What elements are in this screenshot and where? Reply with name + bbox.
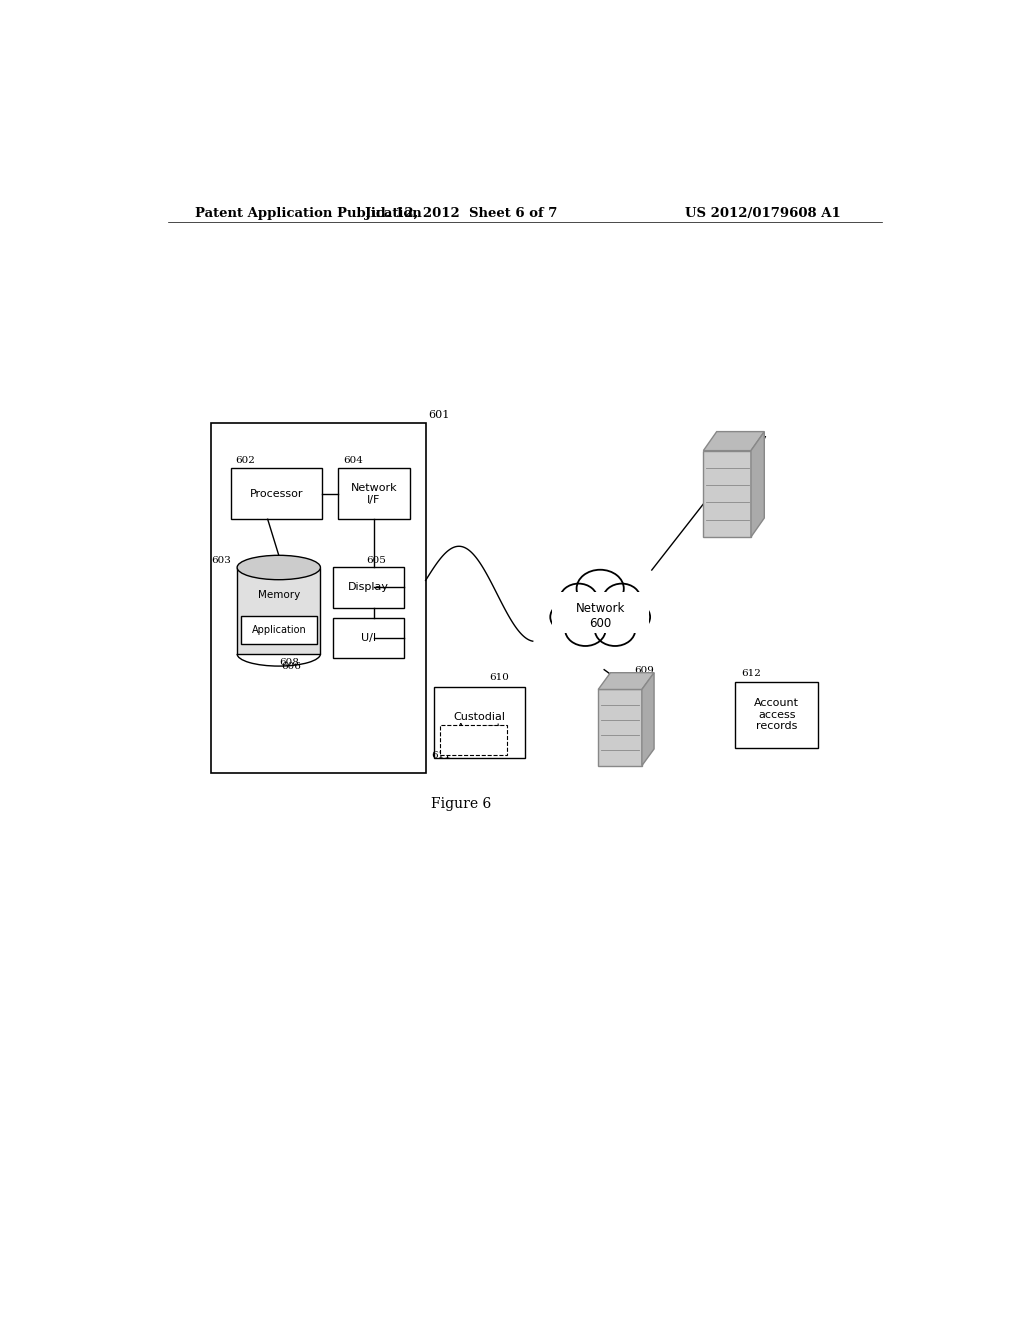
Text: 609: 609: [634, 665, 654, 675]
Text: Custodial
Account: Custodial Account: [454, 711, 505, 734]
Text: Network
I/F: Network I/F: [350, 483, 397, 504]
Text: 611: 611: [431, 751, 451, 760]
Text: Figure 6: Figure 6: [431, 797, 492, 810]
Text: 612: 612: [741, 669, 761, 677]
Text: U/I: U/I: [360, 634, 376, 643]
Text: 606: 606: [282, 661, 301, 671]
Text: Jul. 12, 2012  Sheet 6 of 7: Jul. 12, 2012 Sheet 6 of 7: [366, 207, 557, 220]
Text: Processor: Processor: [250, 488, 303, 499]
Bar: [333, 618, 404, 659]
Ellipse shape: [550, 602, 586, 631]
Bar: [211, 422, 426, 774]
Text: 605: 605: [367, 556, 386, 565]
Polygon shape: [703, 432, 764, 450]
Ellipse shape: [595, 614, 635, 645]
Ellipse shape: [577, 570, 624, 607]
Bar: [338, 469, 410, 519]
Text: 603: 603: [211, 556, 231, 565]
Ellipse shape: [615, 602, 650, 631]
Text: 604: 604: [343, 457, 362, 466]
Polygon shape: [598, 689, 642, 766]
Ellipse shape: [238, 556, 321, 579]
Text: Patent Application Publication: Patent Application Publication: [196, 207, 422, 220]
Text: 607: 607: [748, 436, 767, 445]
Text: Display: Display: [348, 582, 389, 593]
Bar: [440, 725, 507, 755]
Text: 610: 610: [489, 673, 509, 682]
Bar: [552, 591, 649, 632]
Polygon shape: [751, 432, 764, 537]
Text: 601: 601: [428, 409, 450, 420]
Bar: [333, 568, 404, 607]
Bar: [735, 682, 818, 748]
Ellipse shape: [565, 614, 605, 645]
Polygon shape: [598, 673, 654, 689]
Text: 608: 608: [279, 657, 299, 667]
Polygon shape: [642, 673, 654, 766]
Text: US 2012/0179608 A1: US 2012/0179608 A1: [685, 207, 841, 220]
Text: Network
600: Network 600: [575, 602, 625, 630]
Bar: [231, 469, 323, 519]
Text: Memory: Memory: [258, 590, 300, 601]
Ellipse shape: [603, 583, 641, 615]
Bar: [238, 568, 321, 653]
Text: 602: 602: [236, 457, 255, 466]
Text: Application: Application: [252, 624, 306, 635]
Polygon shape: [703, 450, 751, 537]
Bar: [433, 686, 524, 758]
Ellipse shape: [560, 583, 597, 615]
Text: Account
access
records: Account access records: [755, 698, 800, 731]
Bar: [242, 615, 316, 644]
